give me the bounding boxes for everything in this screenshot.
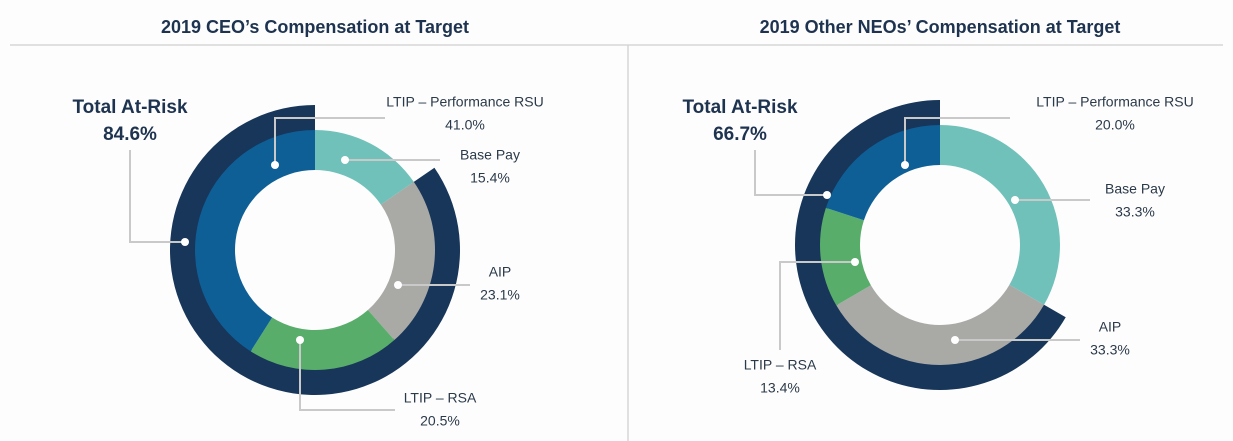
donut-segment [825,125,940,221]
leader-line [299,340,395,411]
chart-title: 2019 Other NEOs’ Compensation at Target [760,17,1121,37]
segment-label: AIP [489,264,512,280]
segment-value: 20.0% [1095,117,1135,133]
segment-value: 23.1% [480,287,520,303]
leader-dot [851,258,859,266]
donut-segment [194,130,315,352]
segment-label: LTIP – Performance RSU [1036,94,1193,110]
at-risk-name: Total At-Risk [72,97,187,118]
donut-segment [250,310,395,370]
leader-dot [951,336,959,344]
segment-value: 41.0% [445,117,485,133]
leader-dot [271,161,279,169]
donut-segment [315,130,414,205]
segment-label: AIP [1099,319,1122,335]
leader-line [779,261,855,350]
at-risk-value: 84.6% [103,124,157,145]
leader-dot [1011,196,1019,204]
leader-line [274,117,385,165]
segment-label: LTIP – Performance RSU [386,94,543,110]
at-risk-value: 66.7% [713,124,767,145]
segment-value: 13.4% [760,380,800,396]
leader-dot [901,161,909,169]
leader-dot [296,336,304,344]
segment-value: 33.3% [1090,342,1130,358]
segment-value: 20.5% [420,413,460,429]
segment-label: LTIP – RSA [404,390,477,406]
leader-dot [823,191,831,199]
donut-segment [836,284,1045,365]
segment-label: LTIP – RSA [744,357,817,373]
leader-line [754,150,827,196]
segment-label: Base Pay [1105,181,1165,197]
leader-dot [341,156,349,164]
donut-segment [820,207,871,306]
leader-line [129,150,185,243]
at-risk-name: Total At-Risk [682,97,797,118]
segment-value: 15.4% [470,170,510,186]
segment-value: 33.3% [1115,204,1155,220]
leader-dot [181,238,189,246]
segment-label: Base Pay [460,147,520,163]
donut-segment [940,125,1060,305]
chart-title: 2019 CEO’s Compensation at Target [161,17,469,37]
leader-line [904,117,1010,165]
donut-segment [367,181,436,341]
leader-dot [394,281,402,289]
